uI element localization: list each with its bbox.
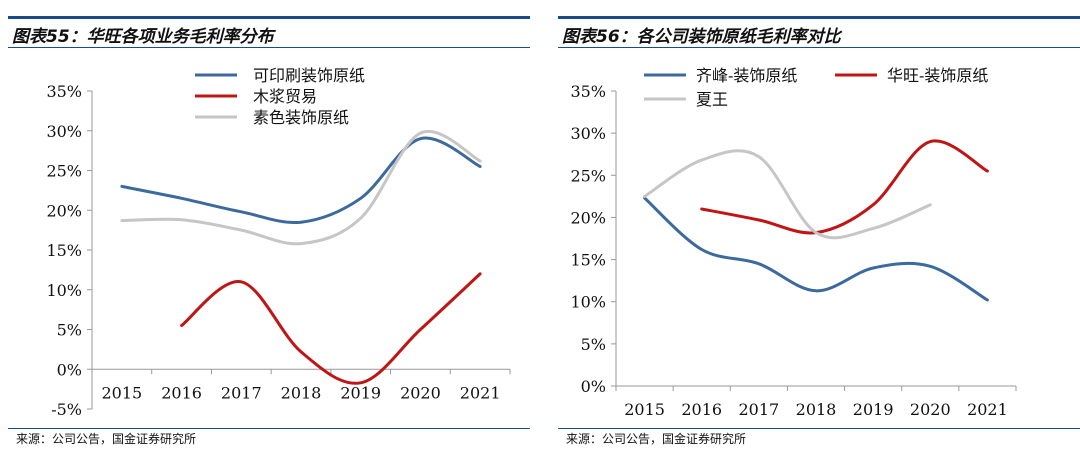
legend-label: 可印刷装饰原纸 bbox=[253, 66, 365, 85]
y-tick-label: 15% bbox=[46, 241, 82, 260]
chart-title: 图表56：各公司装饰原纸毛利率对比 bbox=[562, 27, 841, 47]
x-tick-label: 2020 bbox=[400, 383, 441, 402]
chart-panel-55: 图表55：华旺各项业务毛利率分布 -5% 0% 5% 10% 15% 20% 25% 30% 3… bbox=[0, 0, 530, 472]
source-note: 来源：公司公告，国金证券研究所 bbox=[566, 432, 747, 446]
footer-rule bbox=[558, 428, 1080, 429]
x-tick-label: 2020 bbox=[910, 400, 951, 419]
y-tick-label: 35% bbox=[570, 82, 606, 101]
y-tick-label: 20% bbox=[570, 208, 606, 227]
x-tick-label: 2015 bbox=[624, 400, 665, 419]
y-tick-label: 5% bbox=[581, 335, 606, 354]
y-tick-label: 30% bbox=[570, 124, 606, 143]
x-tick-label: 2016 bbox=[681, 400, 722, 419]
x-tick-label: 2018 bbox=[281, 383, 322, 402]
x-tick-label: 2015 bbox=[101, 383, 142, 402]
series-line bbox=[120, 136, 482, 225]
y-tick-label: 35% bbox=[46, 82, 82, 101]
y-tick-label: 10% bbox=[570, 293, 606, 312]
x-tick-label: 2019 bbox=[340, 383, 381, 402]
legend-label: 木浆贸易 bbox=[253, 87, 317, 106]
chart-55-plot: -5% 0% 5% 10% 15% 20% 25% 30% 35% 2015 2016 2017 201… bbox=[46, 66, 511, 419]
legend-label: 华旺-装饰原纸 bbox=[887, 66, 988, 85]
source-note: 来源：公司公告，国金证券研究所 bbox=[16, 432, 197, 446]
x-tick-label: 2017 bbox=[738, 400, 779, 419]
y-tick-label: 0% bbox=[57, 360, 82, 379]
series-line bbox=[120, 129, 482, 246]
y-tick-label: -5% bbox=[51, 400, 82, 419]
y-tick-label: 30% bbox=[46, 122, 82, 141]
series-line bbox=[643, 149, 932, 240]
legend-label: 素色装饰原纸 bbox=[253, 108, 349, 127]
y-tick-label: 15% bbox=[570, 251, 606, 270]
series-line bbox=[180, 272, 482, 385]
chart-title-bar: 图表55：华旺各项业务毛利率分布 bbox=[8, 16, 530, 48]
x-tick-label: 2017 bbox=[221, 383, 262, 402]
chart-title-bar: 图表56：各公司装饰原纸毛利率对比 bbox=[558, 16, 1080, 48]
y-tick-label: 25% bbox=[46, 162, 82, 181]
series-line bbox=[700, 139, 989, 235]
legend-label: 夏王 bbox=[696, 90, 728, 109]
x-tick-label: 2021 bbox=[967, 400, 1008, 419]
chart-title: 图表55：华旺各项业务毛利率分布 bbox=[12, 27, 274, 47]
y-tick-label: 25% bbox=[570, 166, 606, 185]
chart-panel-56: 图表56：各公司装饰原纸毛利率对比 0% 5% 10% 15% 20% 25% 30% 35%… bbox=[550, 0, 1080, 472]
legend-label: 齐峰-装饰原纸 bbox=[696, 66, 797, 85]
series-line bbox=[643, 196, 989, 302]
y-tick-label: 0% bbox=[581, 377, 606, 396]
y-tick-label: 20% bbox=[46, 201, 82, 220]
y-tick-label: 10% bbox=[46, 281, 82, 300]
x-tick-label: 2018 bbox=[796, 400, 837, 419]
y-tick-label: 5% bbox=[57, 321, 82, 340]
x-tick-label: 2019 bbox=[853, 400, 894, 419]
x-tick-label: 2021 bbox=[460, 383, 501, 402]
x-tick-label: 2016 bbox=[161, 383, 202, 402]
footer-rule bbox=[8, 428, 530, 429]
chart-56-plot: 0% 5% 10% 15% 20% 25% 30% 35% 2015 2016 2017 2018 20… bbox=[570, 66, 1017, 419]
